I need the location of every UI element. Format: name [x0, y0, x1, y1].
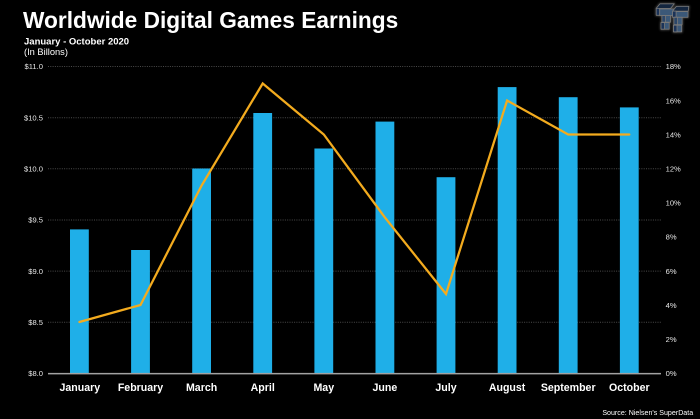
svg-text:February: February — [118, 382, 163, 394]
svg-text:$9.0: $9.0 — [28, 267, 43, 276]
svg-text:September: September — [541, 382, 596, 394]
svg-text:$10.0: $10.0 — [24, 165, 43, 174]
svg-text:12%: 12% — [666, 165, 681, 174]
svg-text:October: October — [609, 382, 650, 394]
svg-text:0%: 0% — [666, 369, 677, 378]
svg-text:$8.0: $8.0 — [28, 369, 43, 378]
svg-text:4%: 4% — [666, 301, 677, 310]
svg-text:January: January — [59, 382, 100, 394]
svg-text:August: August — [489, 382, 526, 394]
svg-text:Source: Nielsen's SuperData: Source: Nielsen's SuperData — [602, 409, 693, 417]
svg-text:Worldwide Digital Games Earnin: Worldwide Digital Games Earnings — [23, 7, 398, 33]
svg-text:$9.5: $9.5 — [28, 216, 43, 225]
svg-text:14%: 14% — [666, 130, 681, 139]
svg-text:18%: 18% — [666, 62, 681, 71]
svg-text:January - October 2020: January - October 2020 — [24, 37, 129, 48]
svg-text:10%: 10% — [666, 199, 681, 208]
svg-text:March: March — [186, 382, 217, 394]
svg-text:16%: 16% — [666, 96, 681, 105]
svg-text:$11.0: $11.0 — [25, 62, 43, 71]
svg-text:July: July — [435, 382, 456, 394]
svg-text:8%: 8% — [666, 233, 677, 242]
svg-text:$10.5: $10.5 — [24, 113, 43, 122]
svg-text:$8.5: $8.5 — [28, 318, 43, 327]
svg-text:June: June — [373, 382, 398, 394]
svg-text:April: April — [251, 382, 275, 394]
svg-text:May: May — [313, 382, 334, 394]
svg-text:6%: 6% — [666, 267, 677, 276]
svg-text:2%: 2% — [666, 335, 677, 344]
svg-text:(In Billons): (In Billons) — [24, 47, 68, 57]
